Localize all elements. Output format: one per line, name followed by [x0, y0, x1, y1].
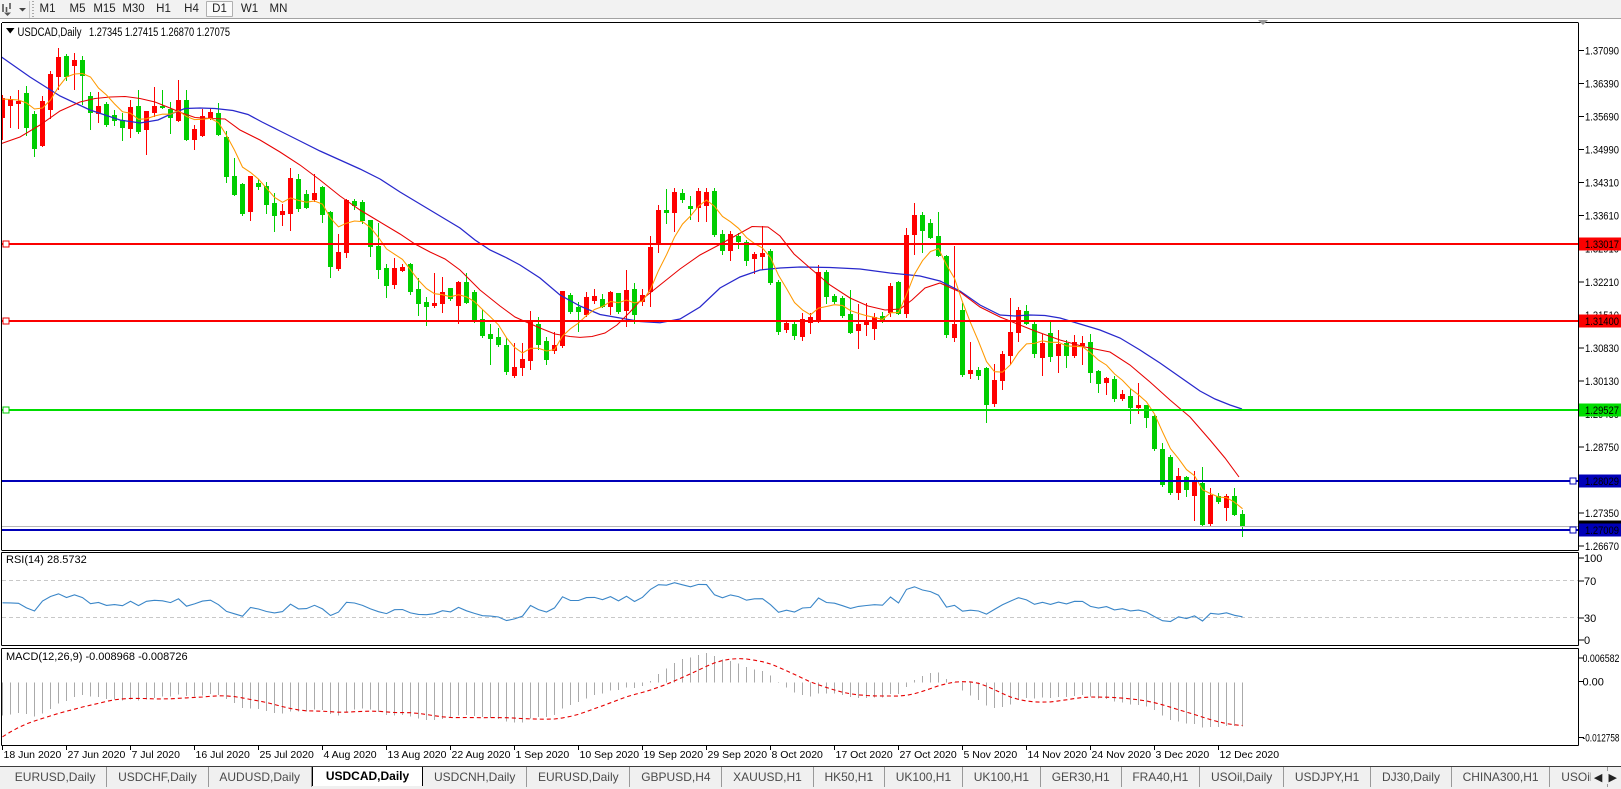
svg-text:3 Dec 2020: 3 Dec 2020	[1156, 749, 1210, 761]
svg-text:1.37090: 1.37090	[1585, 45, 1619, 57]
svg-text:-0.012758: -0.012758	[1583, 733, 1620, 745]
svg-text:1.27350: 1.27350	[1585, 508, 1619, 520]
svg-text:70: 70	[1584, 576, 1596, 588]
svg-text:14 Nov 2020: 14 Nov 2020	[1028, 749, 1088, 761]
svg-text:1.26670: 1.26670	[1585, 541, 1619, 553]
svg-text:27 Oct 2020: 27 Oct 2020	[900, 749, 957, 761]
svg-text:100: 100	[1584, 553, 1602, 565]
svg-text:1.28029: 1.28029	[1585, 476, 1619, 488]
svg-text:16 Jul 2020: 16 Jul 2020	[196, 749, 250, 761]
svg-text:1.31400: 1.31400	[1585, 316, 1619, 328]
svg-text:25 Jul 2020: 25 Jul 2020	[260, 749, 314, 761]
svg-text:MACD(12,26,9) -0.008968 -0.008: MACD(12,26,9) -0.008968 -0.008726	[6, 651, 188, 663]
svg-text:5 Nov 2020: 5 Nov 2020	[964, 749, 1018, 761]
svg-text:1.28750: 1.28750	[1585, 442, 1619, 454]
svg-text:22 Aug 2020: 22 Aug 2020	[452, 749, 511, 761]
svg-text:1.33610: 1.33610	[1585, 211, 1619, 223]
svg-text:1.33017: 1.33017	[1585, 239, 1619, 251]
svg-text:1.30830: 1.30830	[1585, 343, 1619, 355]
svg-text:1.34990: 1.34990	[1585, 145, 1619, 157]
svg-text:30: 30	[1584, 613, 1596, 625]
svg-text:1.34310: 1.34310	[1585, 178, 1619, 190]
svg-text:24 Nov 2020: 24 Nov 2020	[1092, 749, 1152, 761]
svg-text:1.36390: 1.36390	[1585, 79, 1619, 91]
svg-text:13 Aug 2020: 13 Aug 2020	[388, 749, 447, 761]
svg-text:1.27009: 1.27009	[1585, 525, 1619, 537]
svg-text:18 Jun 2020: 18 Jun 2020	[4, 749, 62, 761]
svg-text:10 Sep 2020: 10 Sep 2020	[580, 749, 640, 761]
svg-text:8 Oct 2020: 8 Oct 2020	[772, 749, 824, 761]
svg-text:17 Oct 2020: 17 Oct 2020	[836, 749, 893, 761]
svg-text:0: 0	[1584, 635, 1590, 647]
svg-text:1.29527: 1.29527	[1585, 405, 1619, 417]
svg-text:0.006582: 0.006582	[1583, 653, 1620, 665]
svg-text:USDCAD,Daily: USDCAD,Daily	[18, 27, 82, 39]
svg-text:1.30130: 1.30130	[1585, 376, 1619, 388]
svg-text:1.35690: 1.35690	[1585, 112, 1619, 124]
svg-text:19 Sep 2020: 19 Sep 2020	[644, 749, 704, 761]
svg-text:RSI(14) 28.5732: RSI(14) 28.5732	[6, 554, 87, 566]
svg-text:1.32210: 1.32210	[1585, 277, 1619, 289]
svg-text:12 Dec 2020: 12 Dec 2020	[1220, 749, 1280, 761]
svg-text:1 Sep 2020: 1 Sep 2020	[516, 749, 570, 761]
svg-text:0.00: 0.00	[1583, 677, 1604, 689]
svg-text:1.27345 1.27415 1.26870 1.2707: 1.27345 1.27415 1.26870 1.27075	[89, 27, 230, 39]
svg-text:7 Jul 2020: 7 Jul 2020	[132, 749, 181, 761]
svg-text:4 Aug 2020: 4 Aug 2020	[324, 749, 377, 761]
svg-text:29 Sep 2020: 29 Sep 2020	[708, 749, 768, 761]
svg-text:27 Jun 2020: 27 Jun 2020	[68, 749, 126, 761]
